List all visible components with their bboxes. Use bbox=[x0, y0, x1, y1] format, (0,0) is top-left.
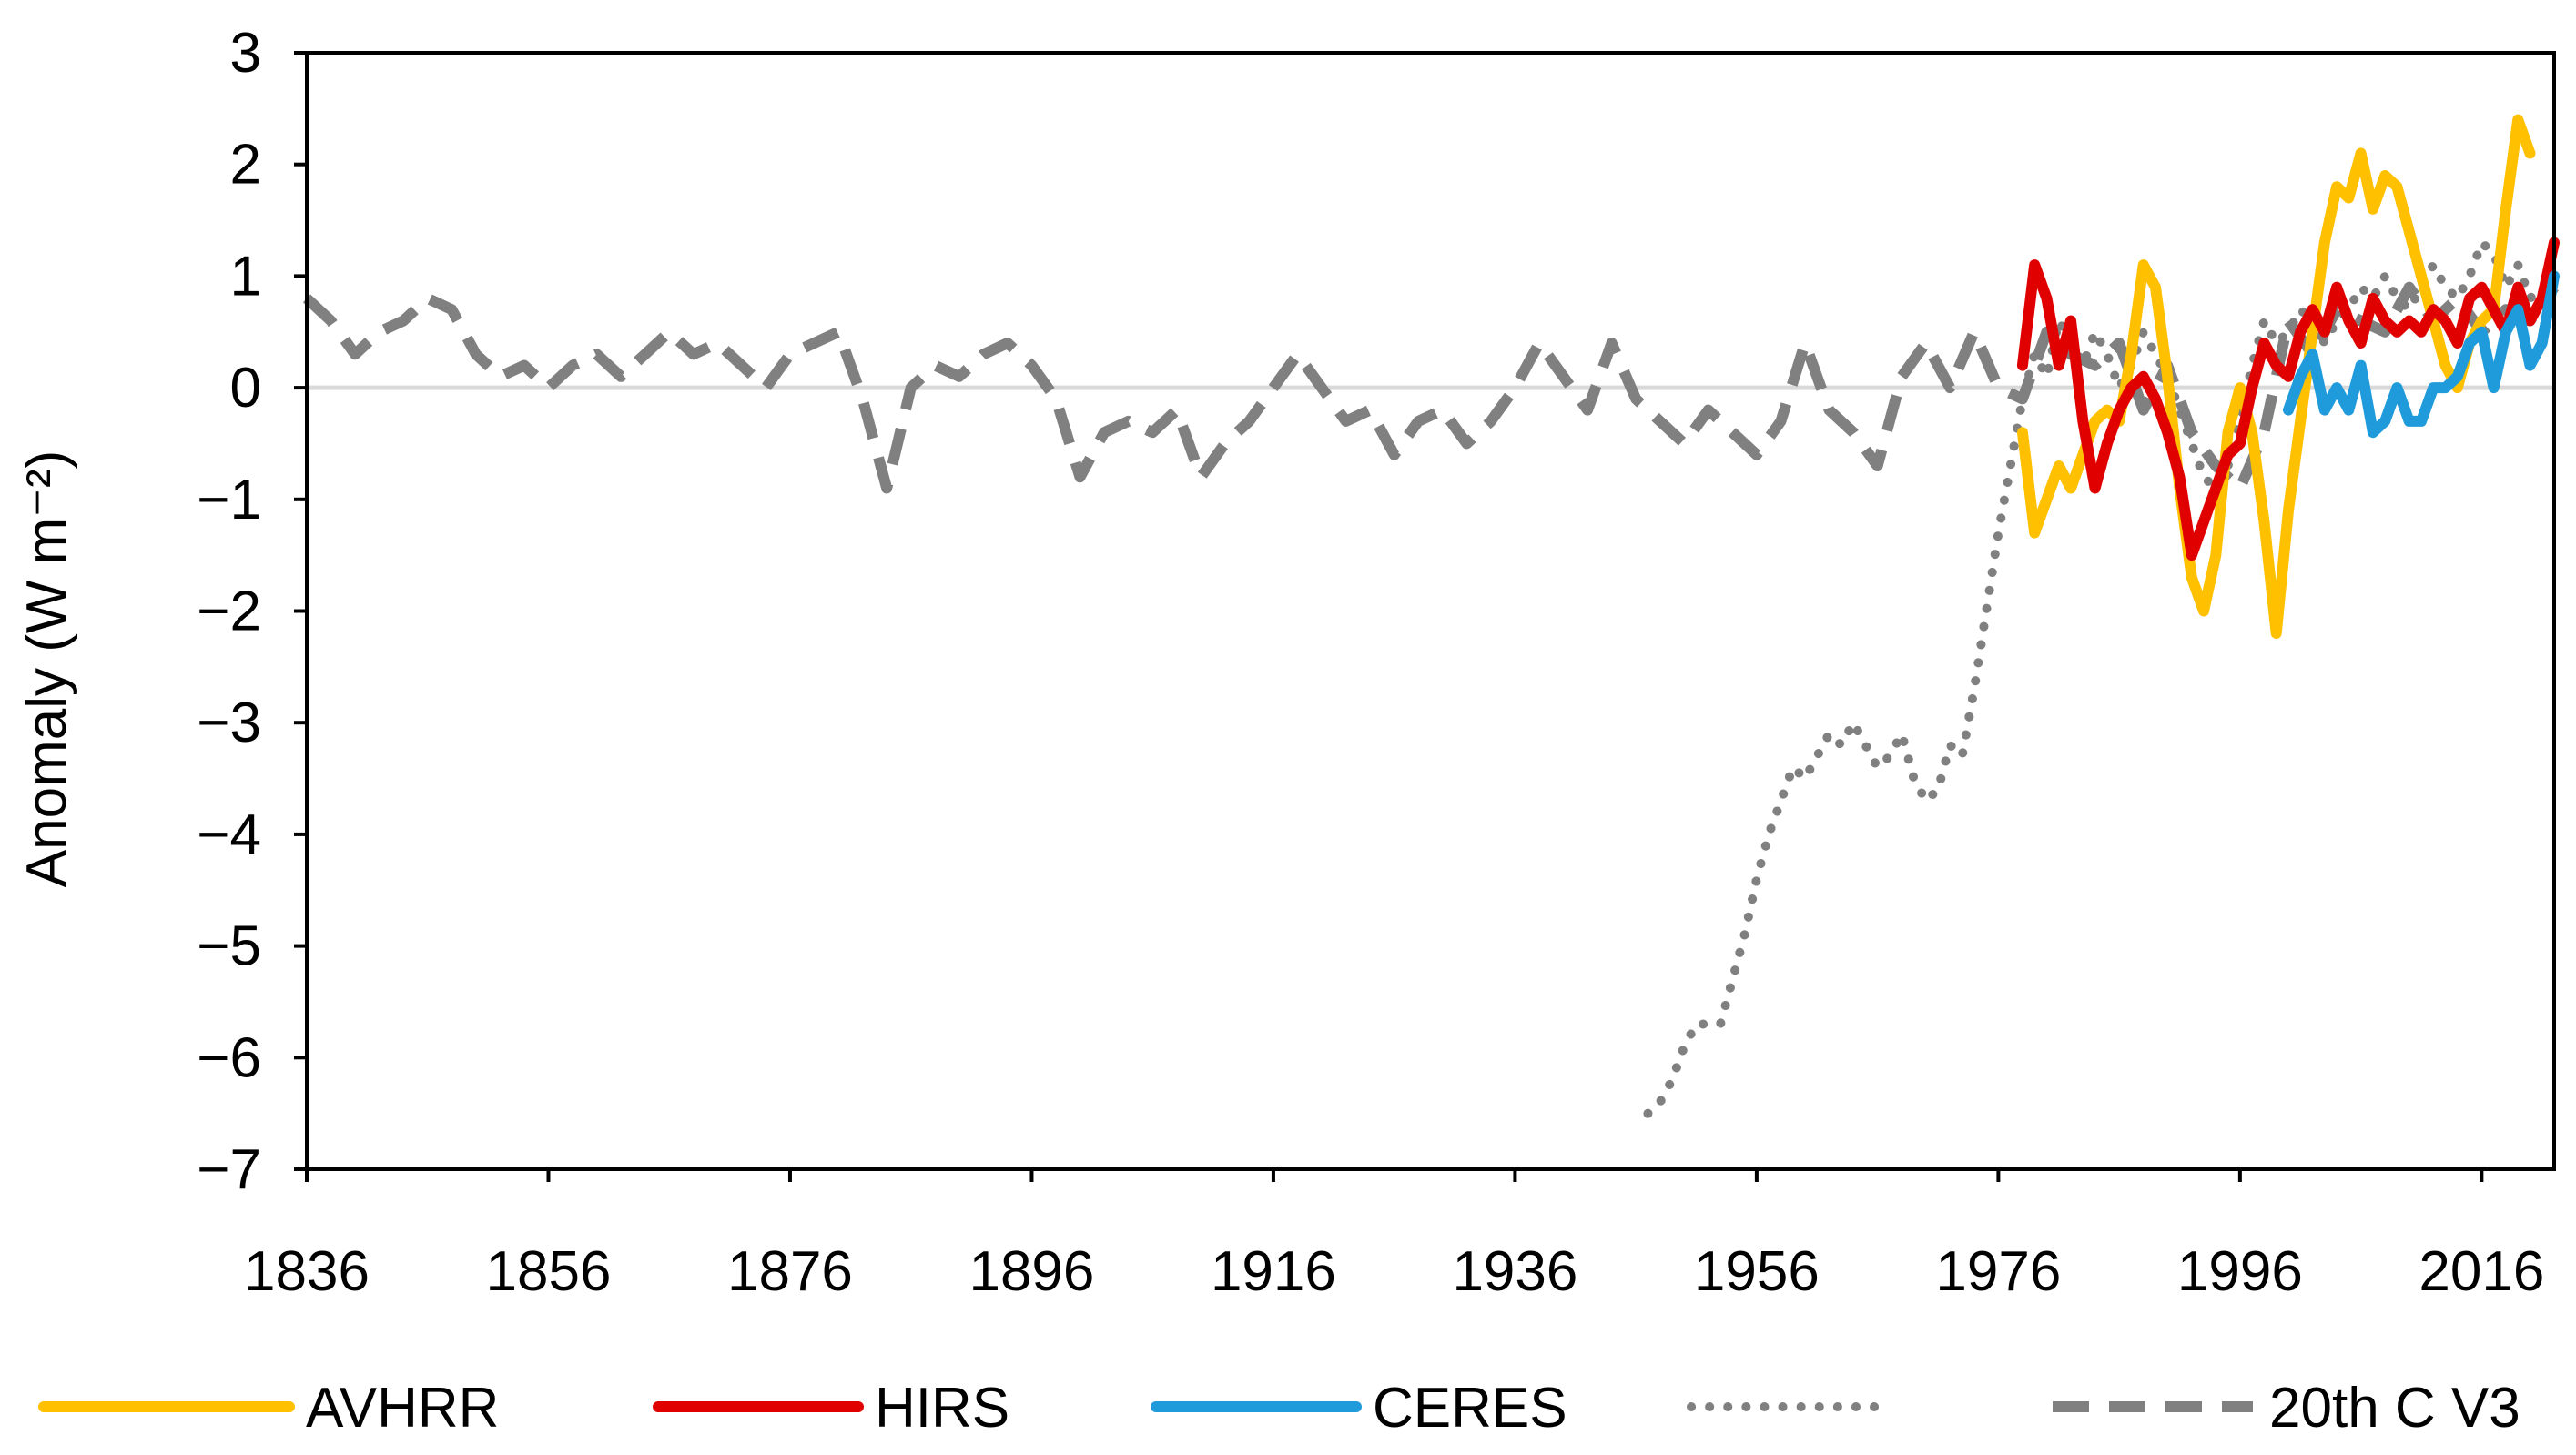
y-tick-label: −4 bbox=[197, 803, 261, 866]
series-line-avhrr bbox=[2016, 114, 2536, 639]
series-line-hirs bbox=[2016, 237, 2560, 561]
y-tick-label: 3 bbox=[230, 22, 261, 85]
x-tick-label: 1936 bbox=[1452, 1240, 1577, 1303]
y-tick-label: −5 bbox=[197, 915, 261, 978]
y-tick-label: −6 bbox=[197, 1026, 261, 1089]
y-tick-label: −1 bbox=[197, 469, 261, 531]
series-line-unnamed-dotted bbox=[1643, 237, 2547, 1118]
y-tick-label: −2 bbox=[197, 581, 261, 643]
x-tick-label: 1876 bbox=[727, 1240, 853, 1303]
series-line-ceres bbox=[2283, 270, 2560, 439]
legend-label: 20th C V3 bbox=[2269, 1377, 2520, 1440]
y-tick-label: 2 bbox=[230, 134, 261, 197]
y-tick-label: −7 bbox=[197, 1138, 261, 1201]
plot-area bbox=[302, 114, 2560, 1118]
x-tick-label: 1976 bbox=[1935, 1240, 2061, 1303]
y-tick-label: 1 bbox=[230, 245, 261, 308]
legend-label: AVHRR bbox=[306, 1377, 499, 1440]
y-tick-label: 0 bbox=[230, 357, 261, 419]
x-tick-label: 1896 bbox=[969, 1240, 1094, 1303]
x-tick-label: 1856 bbox=[486, 1240, 612, 1303]
legend: AVHRR HIRS CERES 20th C V3 bbox=[38, 1377, 2520, 1440]
y-tick-label: −3 bbox=[197, 692, 261, 754]
axes: 3 2 1 0 −1 −2 −3 −4 −5 −6 −7 1836 1856 1876 1896 1916 19… bbox=[197, 22, 2556, 1303]
x-tick-label: 1956 bbox=[1694, 1240, 1820, 1303]
x-tick-label: 1996 bbox=[2177, 1240, 2303, 1303]
x-tick-label: 1916 bbox=[1211, 1240, 1336, 1303]
legend-label: CERES bbox=[1373, 1377, 1567, 1440]
plot-frame bbox=[305, 51, 2556, 1171]
series-line-20th-c-v3 bbox=[302, 281, 2559, 494]
x-tick-label: 2016 bbox=[2419, 1240, 2544, 1303]
x-tick-label: 1836 bbox=[244, 1240, 370, 1303]
legend-label: HIRS bbox=[875, 1377, 1009, 1440]
y-axis-label: Anomaly (W m⁻²) bbox=[15, 450, 78, 888]
